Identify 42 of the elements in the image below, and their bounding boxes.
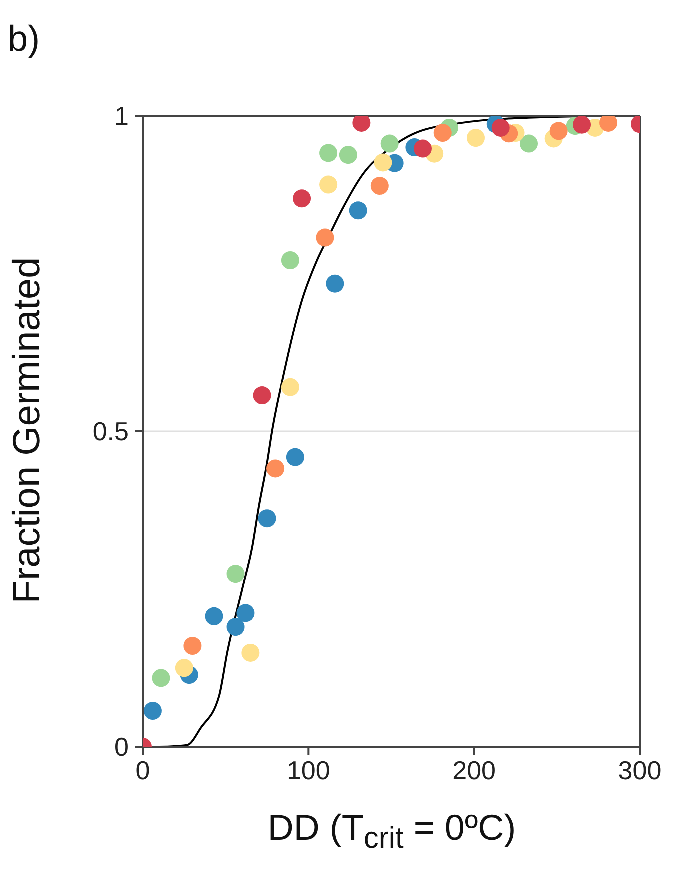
point xyxy=(152,669,170,688)
point xyxy=(320,176,338,194)
point xyxy=(434,124,452,142)
point xyxy=(492,118,510,137)
point xyxy=(320,144,338,162)
point xyxy=(349,202,368,220)
point xyxy=(281,252,300,270)
point xyxy=(242,644,260,662)
point xyxy=(184,637,202,656)
point xyxy=(573,116,592,134)
point xyxy=(370,177,389,196)
point xyxy=(550,122,568,140)
x-tick-label: 200 xyxy=(452,755,496,786)
point xyxy=(253,386,272,405)
point xyxy=(226,565,245,584)
point xyxy=(144,702,162,720)
point xyxy=(266,460,285,478)
point xyxy=(175,659,194,678)
point xyxy=(316,228,334,247)
y-tick-label: 1 xyxy=(114,101,129,132)
point xyxy=(414,140,432,158)
point xyxy=(205,607,224,626)
point xyxy=(466,129,485,148)
point xyxy=(258,510,276,528)
y-tick-label: 0.5 xyxy=(92,416,129,447)
point xyxy=(520,134,538,153)
text: b) xyxy=(8,18,40,60)
y-axis-title: Fraction Germinated xyxy=(6,256,50,606)
point xyxy=(281,378,300,396)
x-tick-label: 300 xyxy=(618,755,662,786)
point xyxy=(339,146,358,164)
point xyxy=(374,154,392,172)
point xyxy=(286,448,304,466)
point xyxy=(380,134,399,153)
point xyxy=(326,274,344,293)
point xyxy=(236,604,255,622)
x-tick-label: 0 xyxy=(136,755,150,786)
point xyxy=(293,190,312,208)
x-axis-title: DD (T$_{crit}$ = 0ºC) xyxy=(266,807,518,856)
y-tick-label: 0 xyxy=(114,732,129,762)
x-tick-label: 100 xyxy=(286,755,330,786)
point xyxy=(226,618,245,636)
